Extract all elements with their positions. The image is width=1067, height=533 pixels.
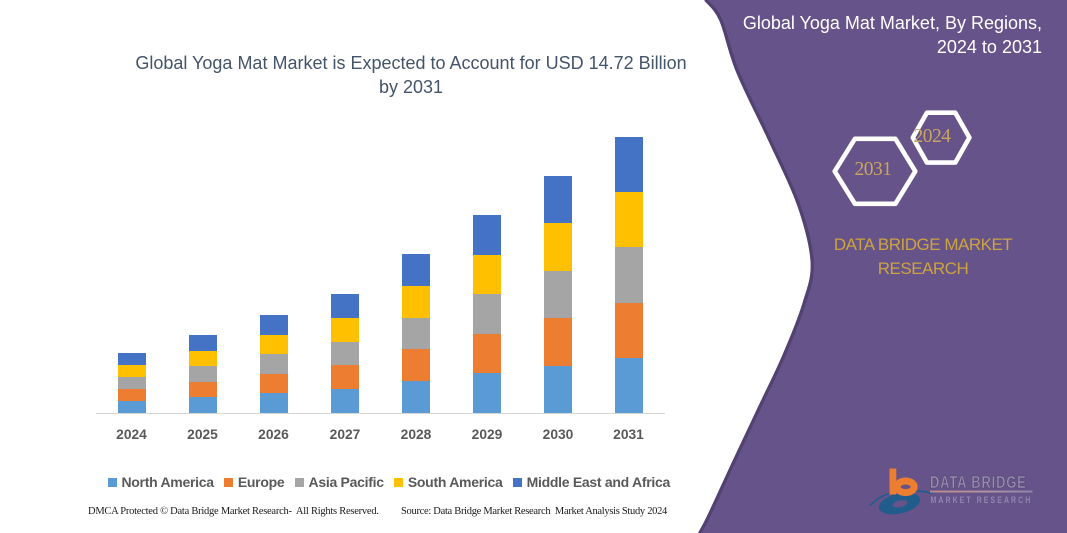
svg-text:MARKET RESEARCH: MARKET RESEARCH xyxy=(931,495,1033,505)
svg-text:DATA BRIDGE: DATA BRIDGE xyxy=(930,473,1027,492)
